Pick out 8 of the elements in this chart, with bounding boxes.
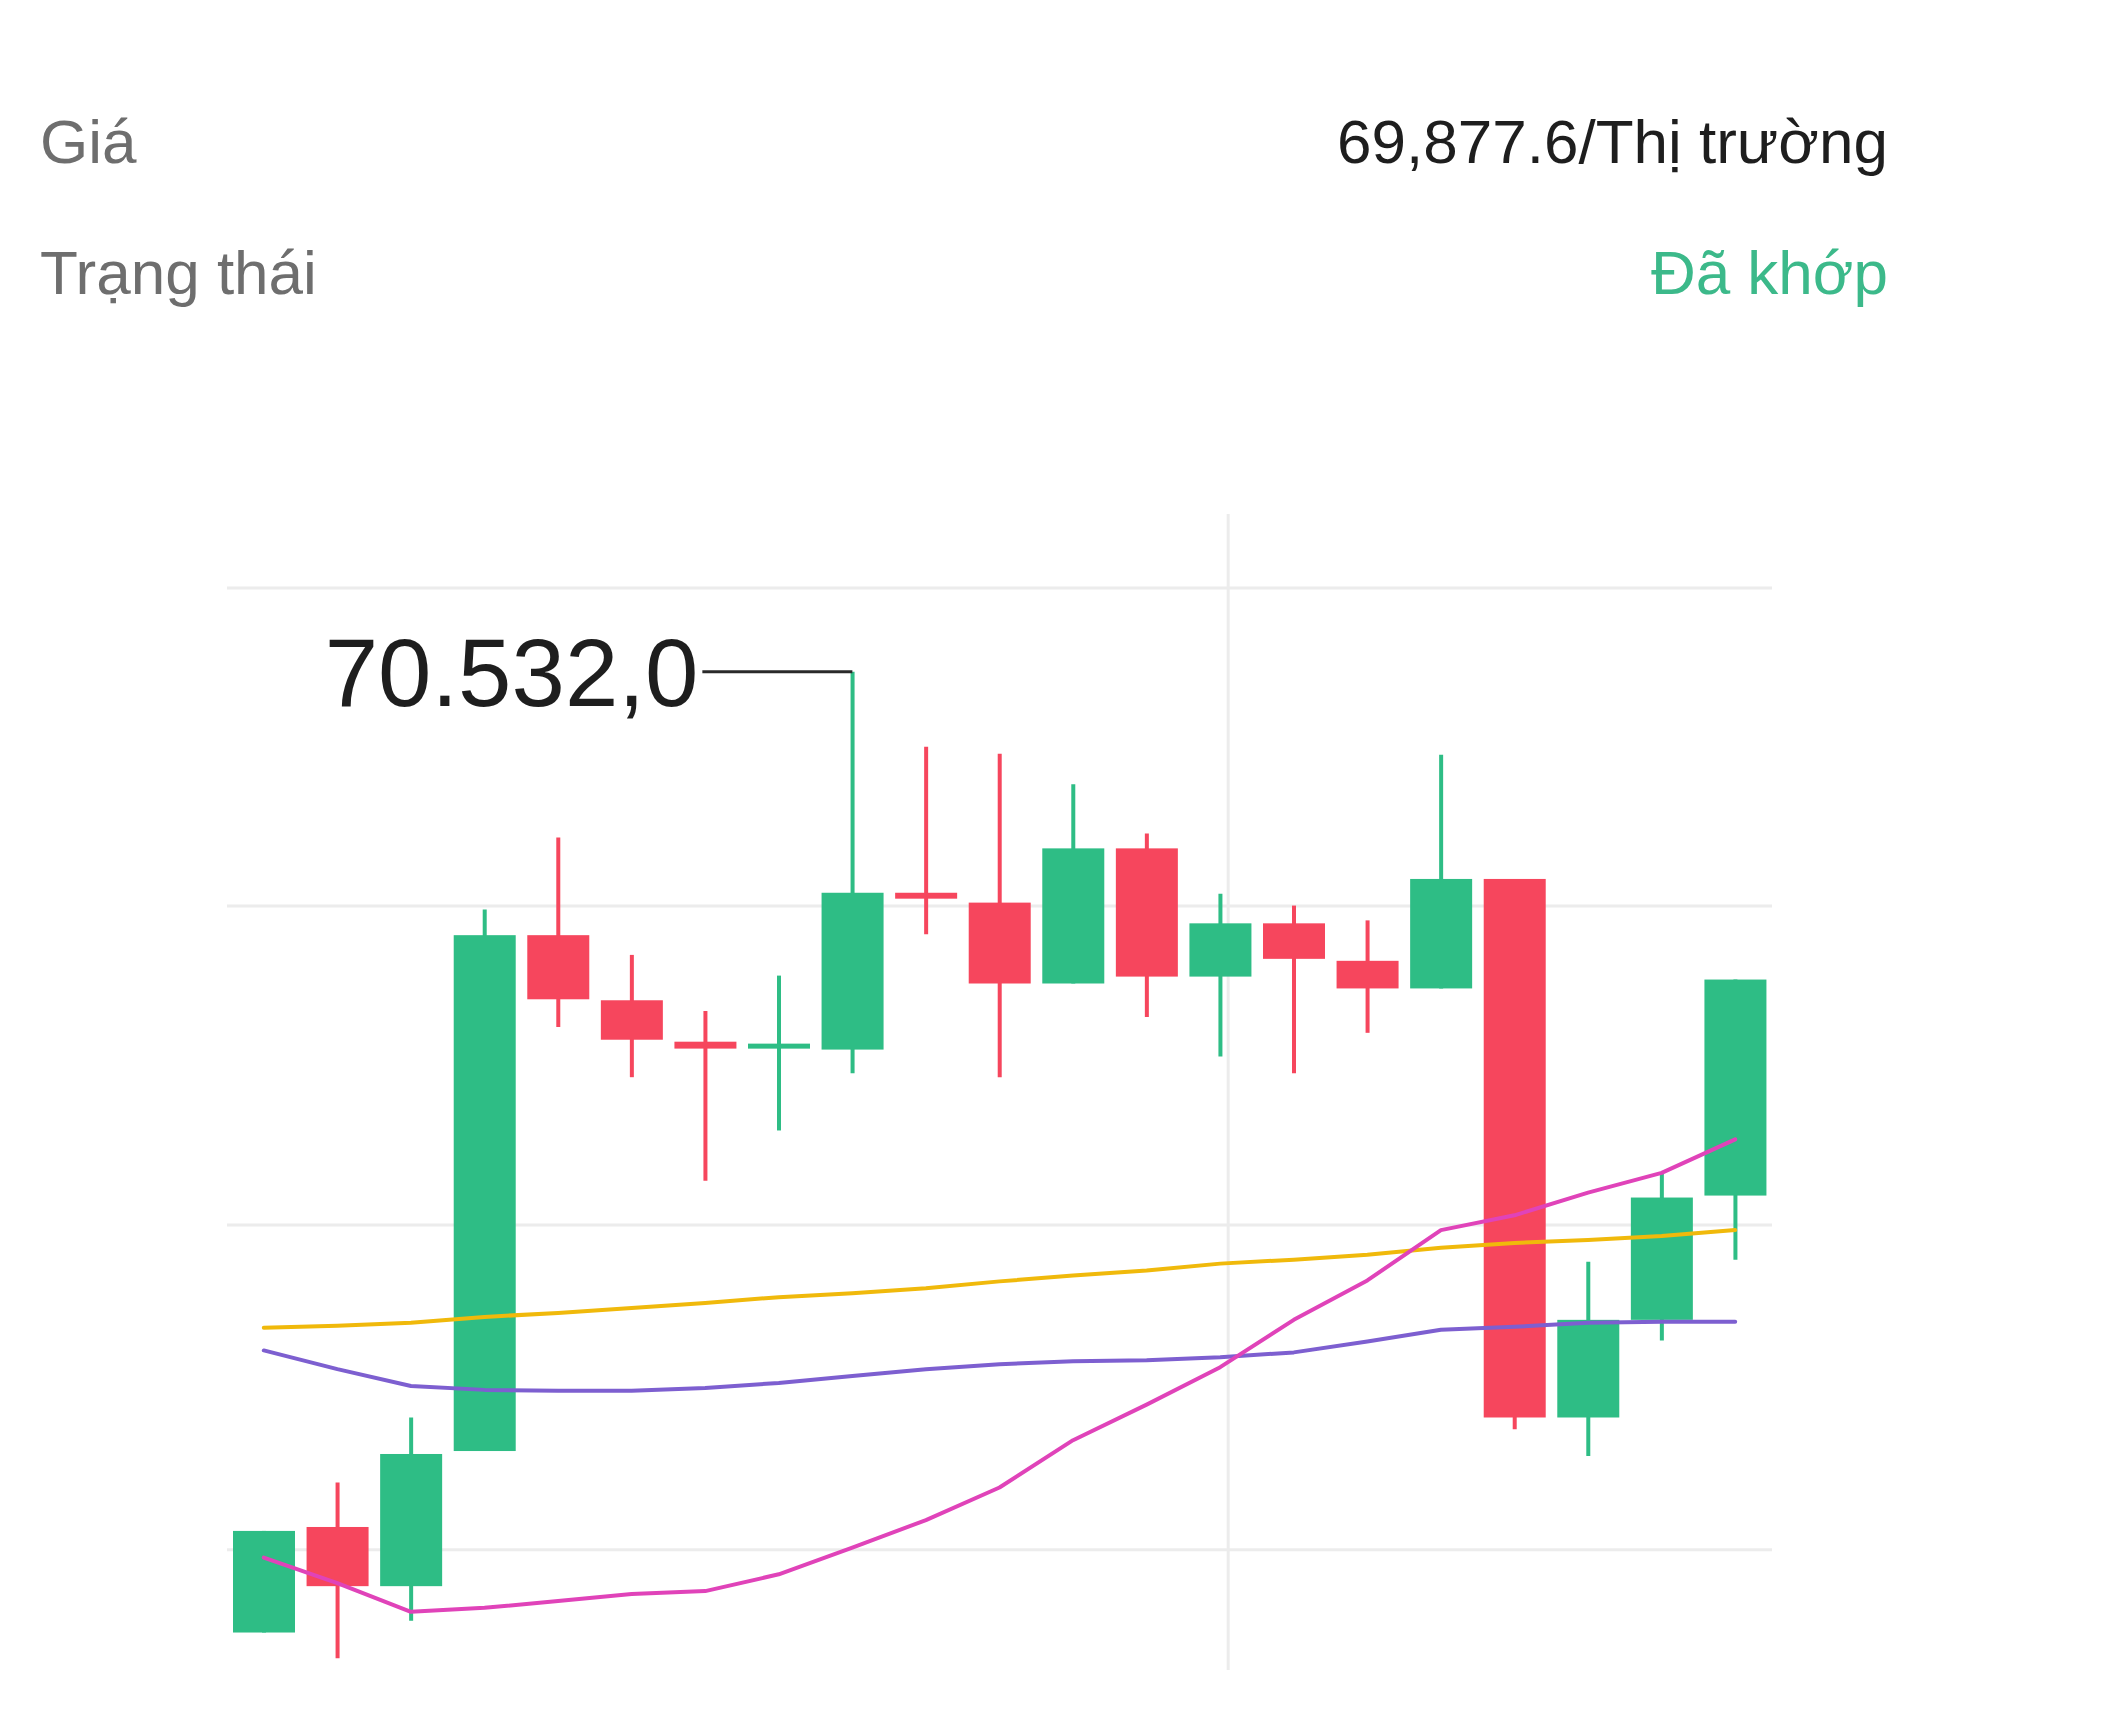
candlestick <box>748 975 810 1131</box>
text: Giá <box>40 106 137 178</box>
candlestick <box>895 746 958 935</box>
text: Đã khớp <box>1650 237 1888 309</box>
text: 69,877.6/Thị trường <box>1337 106 1888 178</box>
text: Trạng thái <box>40 237 317 309</box>
candlestick <box>674 1011 737 1181</box>
annotation: 70.532,0 <box>324 618 699 726</box>
